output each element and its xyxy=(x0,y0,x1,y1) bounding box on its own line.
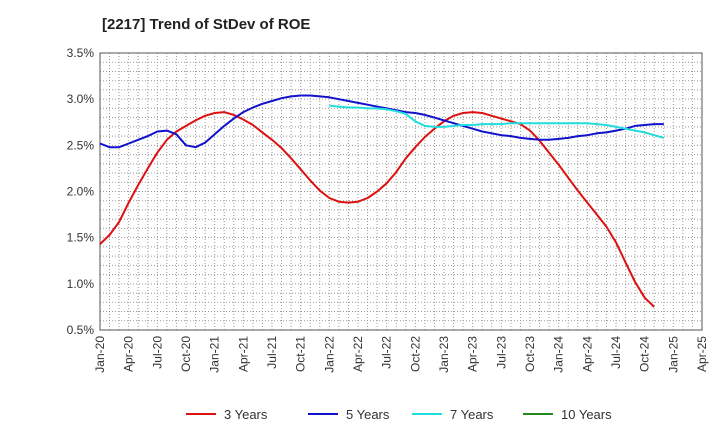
y-tick-label: 0.5% xyxy=(67,323,95,337)
y-tick-label: 3.5% xyxy=(67,46,95,60)
series-line xyxy=(99,111,655,308)
x-tick-label: Jul-21 xyxy=(265,336,279,369)
legend-label: 5 Years xyxy=(346,407,390,422)
x-tick-label: Jan-21 xyxy=(208,336,222,373)
x-tick-label: Jan-24 xyxy=(552,336,566,373)
x-tick-label: Apr-25 xyxy=(695,336,709,372)
x-tick-label: Oct-22 xyxy=(408,336,422,372)
x-tick-label: Apr-20 xyxy=(122,336,136,372)
x-tick-label: Jul-23 xyxy=(494,336,508,369)
x-tick-label: Oct-21 xyxy=(294,336,308,372)
grid-lines xyxy=(99,52,703,331)
x-tick-label: Jan-23 xyxy=(437,336,451,373)
x-tick-label: Jul-24 xyxy=(609,336,623,369)
x-tick-label: Jul-20 xyxy=(150,336,164,369)
y-tick-label: 1.5% xyxy=(67,231,95,245)
x-tick-label: Oct-24 xyxy=(638,336,652,372)
legend-label: 7 Years xyxy=(450,407,494,422)
chart-title: [2217] Trend of StDev of ROE xyxy=(102,16,311,33)
plot-frame xyxy=(99,52,703,331)
x-tick-label: Jan-25 xyxy=(666,336,680,373)
x-tick-label: Oct-23 xyxy=(523,336,537,372)
y-tick-label: 2.0% xyxy=(67,185,95,199)
y-tick-label: 3.0% xyxy=(67,92,95,106)
x-tick-label: Jan-22 xyxy=(322,336,336,373)
y-tick-label: 1.0% xyxy=(67,277,95,291)
legend-label: 3 Years xyxy=(224,407,268,422)
x-tick-label: Apr-23 xyxy=(466,336,480,372)
series-line xyxy=(99,94,664,149)
x-tick-label: Apr-24 xyxy=(580,336,594,372)
x-tick-label: Oct-20 xyxy=(179,336,193,372)
x-tick-label: Jan-20 xyxy=(93,336,107,373)
legend-label: 10 Years xyxy=(561,407,612,422)
x-tick-label: Apr-22 xyxy=(351,336,365,372)
x-tick-label: Jul-22 xyxy=(380,336,394,369)
x-tick-label: Apr-21 xyxy=(236,336,250,372)
legend: 3 Years 5 Years 7 Years 10 Years xyxy=(186,407,612,422)
series-line xyxy=(329,104,665,139)
y-tick-label: 2.5% xyxy=(67,138,95,152)
